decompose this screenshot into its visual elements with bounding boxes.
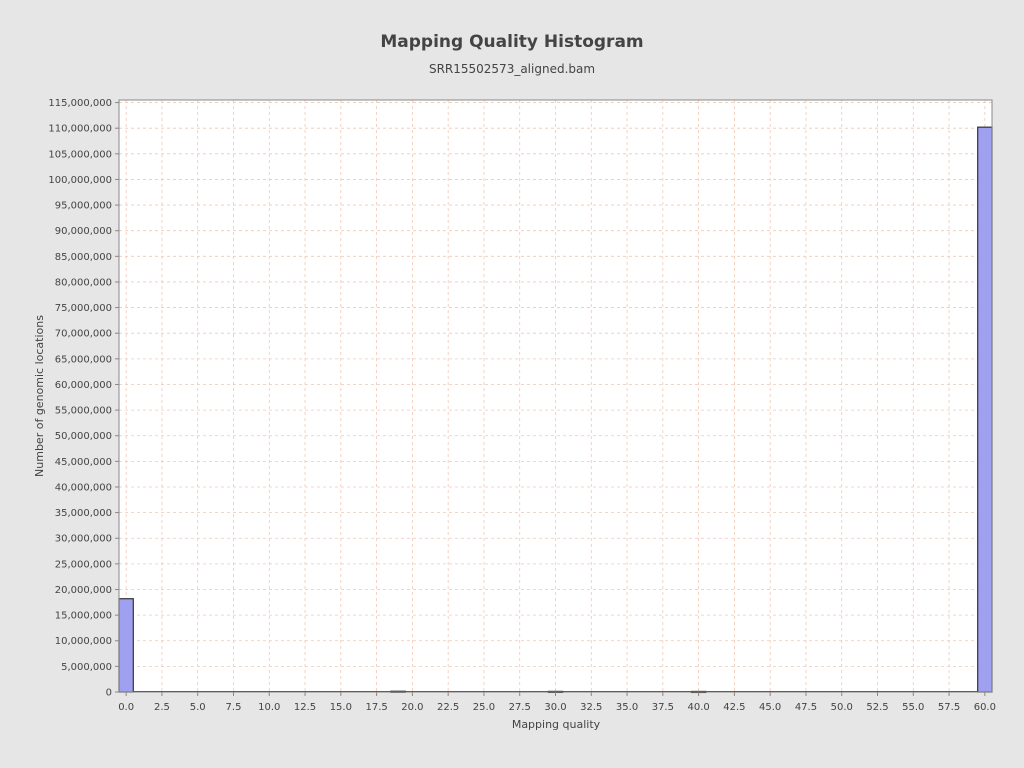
x-tick-label: 22.5 [437, 702, 459, 713]
y-tick-label: 50,000,000 [55, 431, 112, 442]
y-tick-label: 100,000,000 [48, 175, 112, 186]
histogram-bar [977, 126, 993, 693]
x-tick-label: 25.0 [473, 702, 495, 713]
x-tick-label: 30.0 [544, 702, 566, 713]
x-tick-label: 10.0 [258, 702, 280, 713]
y-tick-label: 35,000,000 [55, 508, 112, 519]
grid-layer [119, 100, 992, 693]
y-tick-label: 5,000,000 [61, 662, 112, 673]
x-tick-label: 37.5 [652, 702, 674, 713]
axis-layer: 0 5,000,000 10,000,000 15,000,000 20,000,000… [48, 98, 996, 713]
y-tick-label: 75,000,000 [55, 303, 112, 314]
y-tick-label: 110,000,000 [48, 124, 112, 135]
x-tick-label: 45.0 [759, 702, 781, 713]
y-tick-label: 55,000,000 [55, 406, 112, 417]
x-tick-label: 60.0 [974, 702, 996, 713]
y-tick-label: 90,000,000 [55, 226, 112, 237]
chart-subtitle: SRR15502573_aligned.bam [428, 62, 596, 76]
y-tick-label: 60,000,000 [55, 380, 112, 391]
chart-title: Mapping Quality Histogram [380, 32, 644, 52]
histogram-bar [118, 598, 134, 693]
x-tick-label: 12.5 [294, 702, 316, 713]
y-tick-label: 45,000,000 [55, 457, 112, 468]
x-tick-label: 47.5 [795, 702, 817, 713]
x-tick-label: 17.5 [365, 702, 387, 713]
y-tick-label: 25,000,000 [55, 559, 112, 570]
x-tick-label: 57.5 [938, 702, 960, 713]
y-axis-label: Number of genomic locations [33, 315, 46, 477]
x-tick-label: 52.5 [866, 702, 888, 713]
y-tick-label: 115,000,000 [48, 98, 112, 109]
x-tick-label: 50.0 [831, 702, 853, 713]
x-tick-label: 55.0 [902, 702, 924, 713]
x-tick-label: 15.0 [330, 702, 352, 713]
y-tick-label: 65,000,000 [55, 354, 112, 365]
x-tick-label: 20.0 [401, 702, 423, 713]
y-tick-label: 15,000,000 [55, 611, 112, 622]
y-tick-label: 10,000,000 [55, 636, 112, 647]
x-tick-label: 40.0 [687, 702, 709, 713]
x-tick-label: 42.5 [723, 702, 745, 713]
x-axis-label: Mapping quality [512, 718, 601, 731]
y-tick-label: 85,000,000 [55, 252, 112, 263]
x-tick-label: 0.0 [118, 702, 134, 713]
x-tick-label: 27.5 [509, 702, 531, 713]
y-tick-label: 30,000,000 [55, 534, 112, 545]
y-tick-label: 95,000,000 [55, 201, 112, 212]
y-tick-label: 80,000,000 [55, 277, 112, 288]
x-tick-label: 5.0 [190, 702, 206, 713]
y-tick-label: 40,000,000 [55, 482, 112, 493]
x-tick-label: 7.5 [226, 702, 242, 713]
y-tick-label: 0 [106, 688, 112, 699]
x-tick-label: 32.5 [580, 702, 602, 713]
y-tick-label: 105,000,000 [48, 149, 112, 160]
x-tick-label: 2.5 [154, 702, 170, 713]
y-tick-label: 20,000,000 [55, 585, 112, 596]
x-tick-label: 35.0 [616, 702, 638, 713]
y-tick-label: 70,000,000 [55, 329, 112, 340]
